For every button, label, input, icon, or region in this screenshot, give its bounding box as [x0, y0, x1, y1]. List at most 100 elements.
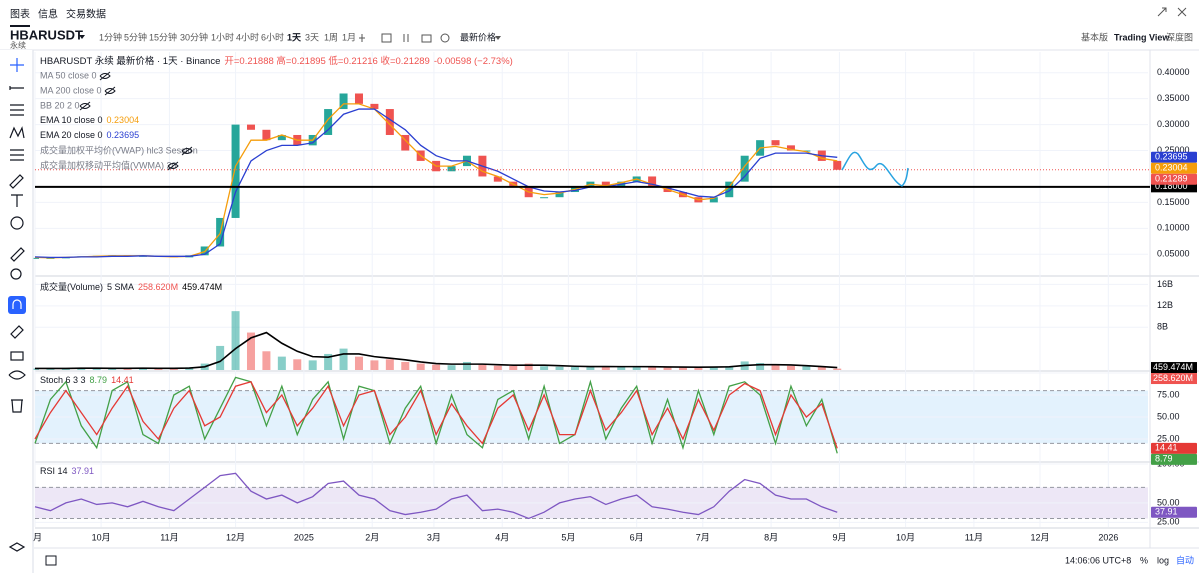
interval[interactable]: 1月: [342, 32, 356, 42]
lock-draw-tool[interactable]: [10, 325, 24, 339]
layout-icon[interactable]: [403, 34, 409, 42]
layers-tool[interactable]: [8, 542, 26, 552]
x-tick-label: 3月: [427, 532, 441, 542]
close-icon[interactable]: [1177, 7, 1187, 17]
x-tick-label: 2025: [294, 532, 314, 542]
line-tool[interactable]: [9, 86, 24, 90]
interval[interactable]: 5分钟: [124, 31, 147, 42]
visibility-icon[interactable]: [167, 161, 179, 171]
interval[interactable]: 4小时: [236, 31, 259, 42]
price-badge-label: 0.23004: [1155, 163, 1188, 173]
y-tick-label: 50.00: [1157, 497, 1180, 507]
log-button[interactable]: log: [1157, 555, 1169, 565]
x-tick-label: 12月: [226, 532, 245, 542]
interval[interactable]: 1分钟: [99, 31, 122, 42]
price-badge-label: 0.23695: [1155, 152, 1188, 162]
interval[interactable]: 1小时: [211, 31, 234, 42]
percent-button[interactable]: %: [1140, 555, 1148, 565]
interval[interactable]: 1天: [287, 32, 302, 42]
chart-legend: HBARUSDT 永续 最新价格 · 1天 · Binance 开=0.21888…: [40, 55, 513, 67]
volume-bar: [293, 359, 302, 370]
visibility-icon[interactable]: [104, 86, 116, 96]
camera-icon[interactable]: [421, 34, 432, 43]
popout-icon[interactable]: [1157, 7, 1167, 17]
volume-bar: [509, 365, 518, 370]
lock-tool[interactable]: [10, 351, 24, 361]
tab[interactable]: 交易数据: [66, 8, 106, 21]
volume-bar: [601, 366, 610, 370]
candle: [740, 155, 749, 182]
emoji-tool[interactable]: [10, 216, 24, 230]
volume-bar: [108, 368, 117, 370]
visibility-tool[interactable]: [8, 370, 26, 380]
brush-tool[interactable]: [9, 174, 24, 189]
auto-button[interactable]: 自动: [1176, 554, 1194, 565]
symbol[interactable]: HBARUSDT: [10, 27, 83, 42]
interval[interactable]: 3天: [305, 32, 319, 42]
delete-tool[interactable]: [11, 399, 23, 413]
channel-tool[interactable]: [10, 104, 24, 116]
text-tool[interactable]: [11, 194, 23, 207]
dropdown-icon[interactable]: [495, 36, 501, 40]
footer-bg: [34, 548, 1199, 573]
y-tick-label: 8B: [1157, 322, 1168, 332]
price-type[interactable]: 最新价格: [460, 31, 496, 42]
volume-bar: [756, 363, 765, 370]
drawing[interactable]: [841, 151, 909, 187]
candle: [540, 197, 549, 199]
sma-value: 459.474M: [182, 282, 222, 292]
y-tick-label: 16B: [1157, 279, 1173, 289]
pattern-tool[interactable]: [9, 126, 25, 139]
candle: [601, 181, 610, 187]
indicator-icon[interactable]: [381, 33, 392, 43]
volume-bar: [370, 360, 379, 370]
candle: [833, 160, 842, 170]
volume-bar: [324, 353, 333, 370]
volume-bar: [385, 359, 394, 370]
magnet-tool[interactable]: [8, 296, 26, 314]
change: -0.00598 (−2.73%): [434, 56, 513, 67]
indicator-value: 0.23695: [107, 130, 140, 140]
visibility-icon[interactable]: [99, 71, 111, 81]
y-tick-label: 0.40000: [1157, 67, 1190, 77]
volume-bar: [308, 360, 317, 370]
view-option[interactable]: Trading View: [1114, 32, 1170, 42]
fib-tool[interactable]: [10, 149, 24, 161]
visibility-icon[interactable]: [181, 146, 193, 156]
visibility-icon[interactable]: [79, 101, 91, 111]
candle: [339, 93, 348, 110]
interval[interactable]: 6小时: [261, 31, 284, 42]
volume-bar: [462, 361, 471, 370]
candle: [709, 197, 718, 203]
toolbar-icons: [359, 33, 450, 43]
volume-bar: [524, 363, 533, 370]
volume-bar: [92, 368, 101, 370]
indicator-label: EMA 20 close 0 0.23695: [40, 130, 139, 140]
ema-line: [34, 108, 838, 259]
view-option[interactable]: 深度图: [1166, 31, 1193, 42]
date-range-icon[interactable]: [45, 555, 57, 566]
volume-bar: [447, 365, 456, 370]
interval[interactable]: 30分钟: [180, 31, 208, 42]
tab[interactable]: 图表: [10, 8, 30, 21]
volume-bar: [540, 366, 549, 370]
footer: 14:06:06 UTC+8 % log 自动: [34, 547, 1199, 573]
ruler-tool[interactable]: [10, 247, 25, 262]
interval[interactable]: 1周: [324, 32, 338, 42]
compare-icon[interactable]: [359, 34, 365, 42]
tab[interactable]: 信息: [38, 8, 58, 21]
settings-icon[interactable]: [440, 33, 450, 43]
volume-value: 258.620M: [138, 282, 178, 292]
y-tick-label: 0.25000: [1157, 145, 1190, 155]
crosshair-tool[interactable]: [10, 58, 24, 72]
indicator-label: EMA 10 close 0 0.23004: [40, 115, 139, 125]
indicator-label: 成交量加权移动平均值(VWMA) 20: [40, 159, 177, 170]
view-option[interactable]: 基本版: [1081, 31, 1108, 42]
volume-title: 成交量(Volume): [40, 281, 103, 292]
x-tick-label: 7月: [696, 532, 710, 542]
left-toolbar: [0, 50, 34, 573]
dropdown-icon[interactable]: [79, 35, 85, 39]
volume-bar: [262, 351, 271, 370]
interval[interactable]: 15分钟: [149, 31, 177, 42]
zoom-tool[interactable]: [10, 268, 22, 280]
